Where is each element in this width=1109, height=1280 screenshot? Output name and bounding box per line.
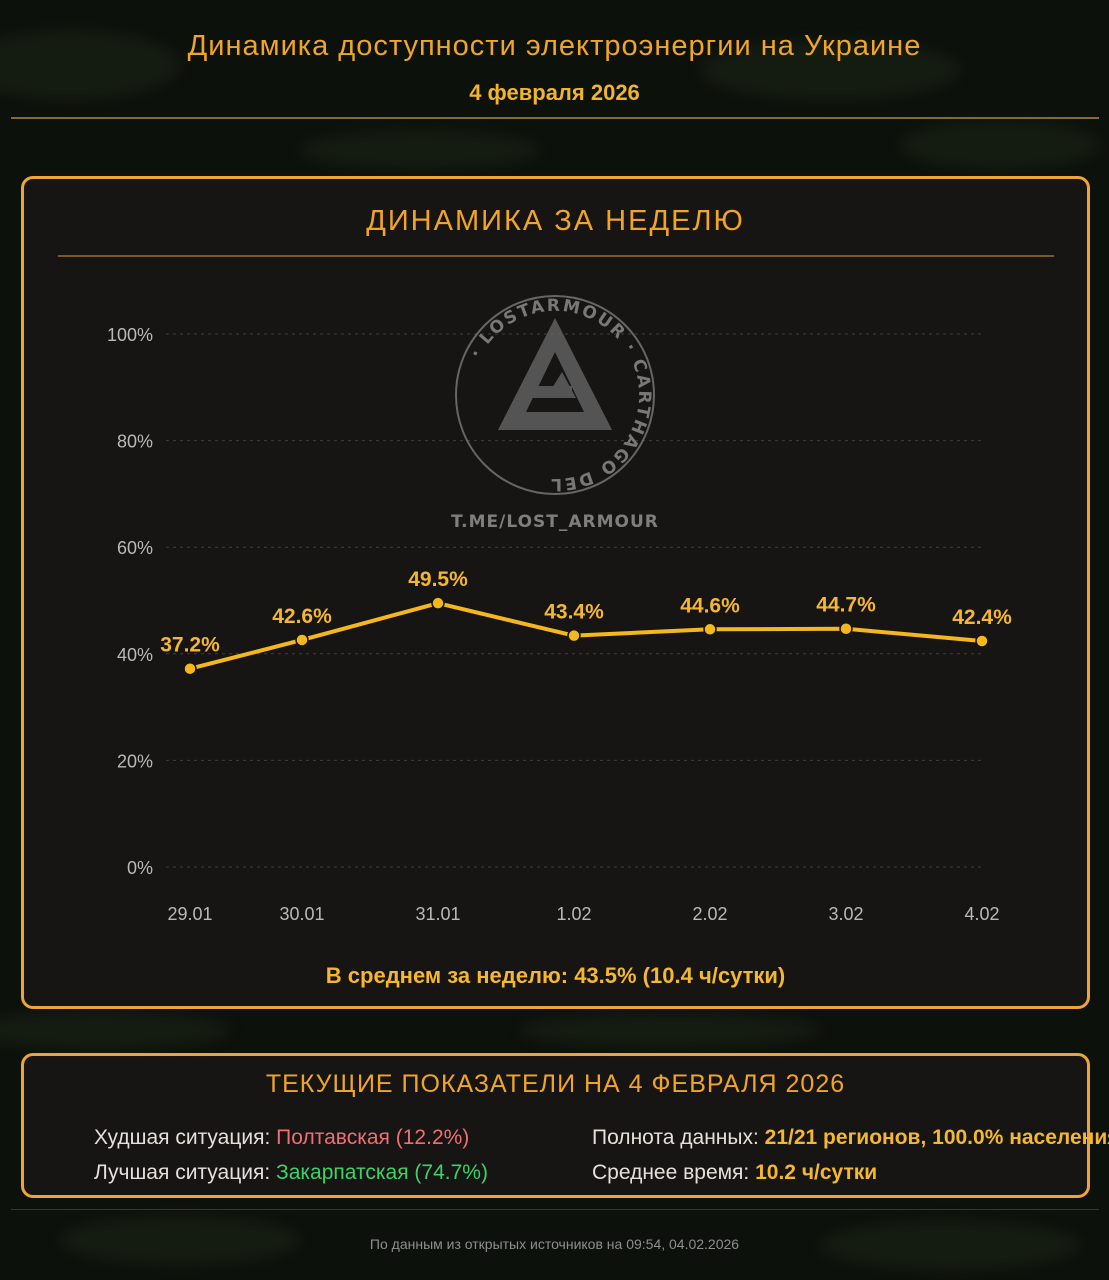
data-point (839, 621, 853, 636)
data-completeness-label: Полнота данных: (592, 1126, 765, 1149)
data-point (295, 633, 309, 647)
weekly-panel-title: ДИНАМИКА ЗА НЕДЕЛЮ (366, 205, 745, 237)
source-footer: По данным из открытых источников на 09:5… (369, 1236, 740, 1252)
data-label: 44.6% (680, 594, 740, 617)
data-point (567, 628, 581, 643)
y-tick-label: 0% (127, 858, 153, 878)
y-tick-label: 40% (117, 645, 153, 665)
y-tick-label: 20% (117, 751, 153, 771)
best-situation-value: Закарпатская (74.7%) (276, 1161, 488, 1184)
page-date: 4 февраля 2026 (469, 80, 640, 105)
data-label: 44.7% (816, 594, 876, 617)
page-title: Динамика доступности электроэнергии на У… (187, 30, 922, 62)
best-situation-row: Лучшая ситуация: Закарпатская (74.7%) (94, 1161, 488, 1185)
worst-situation-value: Полтавская (12.2%) (276, 1126, 470, 1149)
watermark-channel-text: T.ME/LOST_ARMOUR (451, 512, 659, 532)
average-time-row: Среднее время: 10.2 ч/сутки (592, 1161, 877, 1185)
x-tick-label: 3.02 (828, 904, 863, 924)
data-label: 42.4% (952, 606, 1012, 629)
weekly-dynamics-panel: ДИНАМИКА ЗА НЕДЕЛЮ 0% 20% 40% 60% 80% 100% 29.… (21, 176, 1090, 1009)
x-tick-label: 4.02 (964, 904, 999, 924)
line-chart: 0% 20% 40% 60% 80% 100% 29.01 30.01 31.01 1.02 2.0… (107, 325, 1012, 924)
data-label: 42.6% (272, 605, 332, 628)
header-divider (11, 117, 1099, 119)
current-indicators-panel: ТЕКУЩИЕ ПОКАЗАТЕЛИ НА 4 ФЕВРАЛЯ 2026 Худ… (21, 1053, 1109, 1198)
y-tick-label: 100% (107, 325, 153, 345)
weekly-average: В среднем за неделю: 43.5% (10.4 ч/сутки… (325, 963, 786, 988)
average-time-value: 10.2 ч/сутки (755, 1161, 878, 1184)
data-label: 49.5% (408, 568, 468, 591)
footer-divider (11, 1209, 1099, 1210)
worst-situation-label: Худшая ситуация: (94, 1126, 277, 1149)
lostarmour-watermark: · LOSTARMOUR · CARTHAGO DELENDA EST T.ME… (0, 0, 659, 532)
watermark-outer-ring (455, 295, 655, 495)
x-tick-label: 31.01 (415, 904, 460, 924)
data-label: 43.4% (544, 601, 604, 624)
data-point (703, 622, 717, 637)
data-point (975, 634, 989, 648)
y-tick-label: 60% (117, 538, 153, 558)
x-tick-label: 2.02 (692, 904, 727, 924)
x-tick-label: 1.02 (556, 904, 591, 924)
x-tick-label: 30.01 (279, 904, 324, 924)
weekly-panel-divider (58, 255, 1054, 257)
data-completeness-value: 21/21 регионов, 100.0% населения (764, 1126, 1109, 1149)
x-tick-label: 29.01 (167, 904, 212, 924)
best-situation-label: Лучшая ситуация: (94, 1161, 277, 1184)
y-tick-label: 80% (117, 432, 153, 452)
data-point (431, 596, 445, 610)
data-completeness-row: Полнота данных: 21/21 регионов, 100.0% н… (592, 1126, 1109, 1150)
current-panel-title: ТЕКУЩИЕ ПОКАЗАТЕЛИ НА 4 ФЕВРАЛЯ 2026 (265, 1070, 846, 1098)
worst-situation-row: Худшая ситуация: Полтавская (12.2%) (94, 1126, 469, 1150)
watermark-triangle-logo (498, 318, 612, 430)
data-label: 37.2% (160, 634, 220, 657)
average-time-label: Среднее время: (592, 1161, 756, 1184)
data-point (183, 661, 197, 676)
